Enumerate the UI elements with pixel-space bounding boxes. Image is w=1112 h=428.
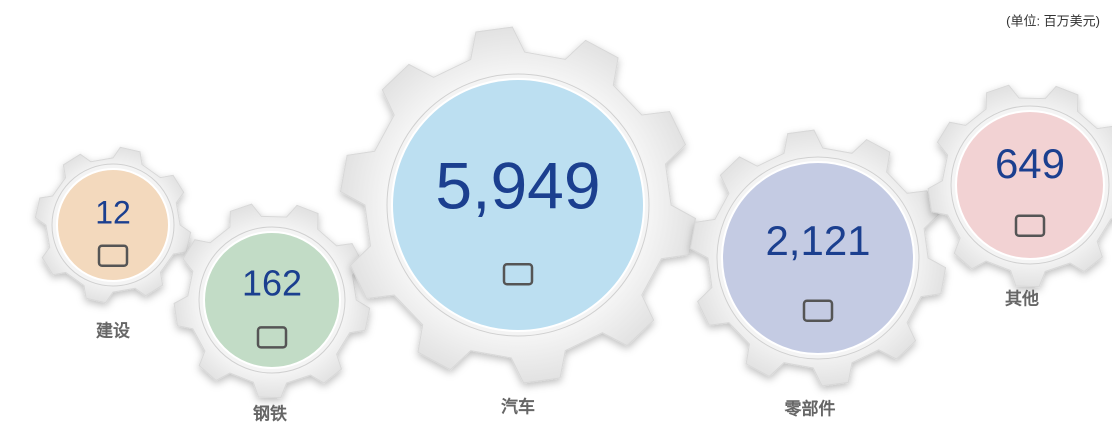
category-label: 汽车 (501, 396, 535, 416)
value: 5,949 (435, 148, 600, 222)
gear-item: 649 其他 (928, 85, 1112, 308)
category-label: 建设 (96, 320, 130, 340)
value: 12 (95, 194, 131, 230)
category-label: 零部件 (784, 398, 836, 418)
category-label: 钢铁 (253, 403, 287, 423)
value: 2,121 (765, 217, 870, 264)
value: 649 (995, 140, 1065, 187)
gear-item: 2,121 零部件 (690, 130, 945, 418)
gear-item: 162 钢铁 (174, 204, 370, 423)
value: 162 (242, 263, 302, 304)
unit-note: (单位: 百万美元) (1006, 13, 1100, 28)
gear-item: 12 建设 (35, 147, 190, 340)
gears: 12 建设 162 钢铁 5,949 汽车 2,121 零部件 649 其他 (35, 27, 1112, 423)
infographic: (单位: 百万美元) 12 建设 162 钢铁 5,949 汽车 2,121 零部件 649 其他 (0, 0, 1112, 428)
gear-item: 5,949 汽车 (341, 27, 696, 416)
category-label: 其他 (1005, 288, 1039, 308)
